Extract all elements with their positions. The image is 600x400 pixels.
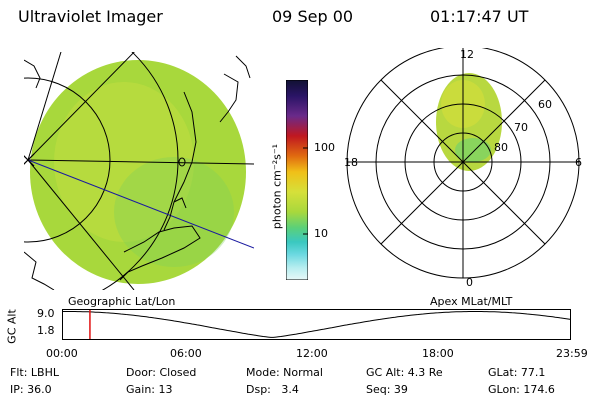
info-glat: GLat: 77.1: [488, 366, 546, 379]
island-outline: [178, 157, 186, 167]
colorbar-tick-label: 100: [314, 141, 335, 154]
mlt-label-dawn: 6: [575, 156, 582, 169]
timeline-y-tick: 9.0: [37, 307, 55, 320]
timeline-x-tick: 06:00: [170, 347, 202, 360]
info-gc-alt: GC Alt: 4.3 Re: [366, 366, 443, 379]
timeline-x-tick: 18:00: [422, 347, 454, 360]
latitude-circle-outer: [101, 52, 179, 290]
timeline-x-tick: 00:00: [46, 347, 78, 360]
date-label: 09 Sep 00: [272, 7, 354, 26]
uv-dim-region: [114, 157, 234, 267]
mlt-label-dusk: 18: [344, 156, 358, 169]
auroral-dim-patch: [455, 138, 491, 162]
mlt-label-midnight: 0: [466, 276, 473, 289]
coastline: [119, 225, 201, 281]
meridian-line: [27, 159, 254, 165]
info-seq: Seq: 39: [366, 383, 408, 396]
time-label: 01:17:47 UT: [430, 7, 529, 26]
timeline-x-tick: 23:59: [556, 347, 588, 360]
info-filter: Flt: LBHL: [10, 366, 59, 379]
orbit-timeline-plot: [62, 309, 571, 340]
mlt-label-noon: 12: [460, 48, 474, 61]
meridian-line: [27, 159, 135, 290]
info-gain: Gain: 13: [126, 383, 173, 396]
polar-panel-caption: Apex MLat/MLT: [430, 295, 513, 308]
mlat-label-60: 60: [538, 98, 552, 111]
pole-marker-icon: [24, 153, 35, 167]
meridian-line: [27, 52, 62, 161]
timeline-x-tick: 12:00: [296, 347, 328, 360]
colorbar-unit-label: photon cm⁻²s⁻¹: [270, 143, 284, 230]
meridian-line: [27, 52, 135, 161]
mlat-label-80: 80: [494, 141, 508, 154]
timeline-y-label: GC Alt: [5, 309, 19, 344]
geo-map-panel: [24, 52, 254, 290]
colorbar-gradient: [286, 80, 308, 280]
coastline: [235, 55, 251, 79]
coastline: [24, 59, 41, 89]
info-mode: Mode: Normal: [246, 366, 323, 379]
info-glon: GLon: 174.6: [488, 383, 555, 396]
info-dsp: Dsp: 3.4: [246, 383, 299, 396]
coastline: [219, 73, 239, 123]
coastline: [24, 251, 55, 290]
geo-panel-caption: Geographic Lat/Lon: [68, 295, 176, 308]
colorbar: [286, 80, 308, 280]
info-ip: IP: 36.0: [10, 383, 52, 396]
timeline-frame: [62, 309, 571, 340]
latitude-circle-inner: [24, 77, 111, 243]
orbit-altitude-curve: [62, 311, 571, 338]
polar-panel: [346, 48, 580, 279]
timeline-y-tick: 1.8: [37, 324, 55, 337]
coastline: [163, 91, 197, 231]
mlat-label-70: 70: [514, 121, 528, 134]
info-door: Door: Closed: [126, 366, 197, 379]
meridian-line-blue: [27, 159, 254, 249]
colorbar-tick-label: 10: [314, 227, 328, 240]
polar-spoke: [380, 79, 546, 245]
instrument-title: Ultraviolet Imager: [18, 7, 163, 26]
